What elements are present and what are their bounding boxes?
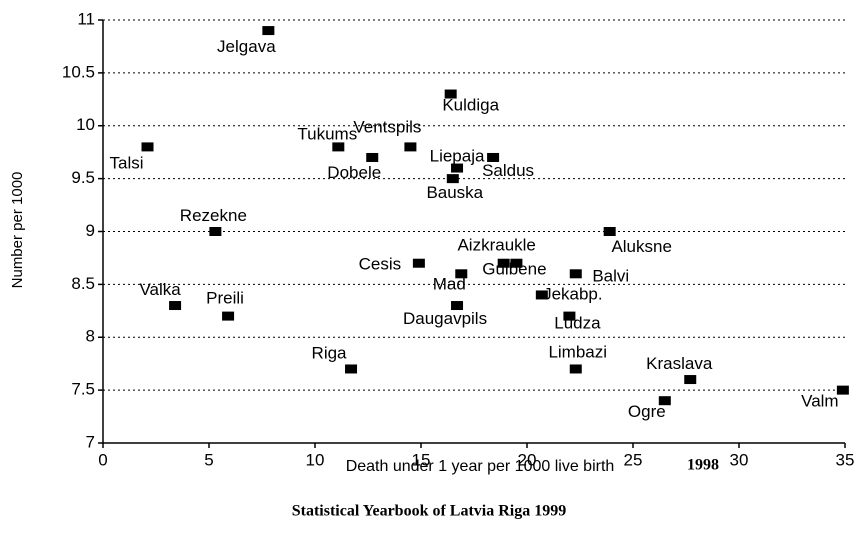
- year: 1998: [687, 457, 719, 474]
- point: [222, 311, 235, 321]
- x-tick-label: 10: [306, 450, 325, 469]
- point-label: Valm: [801, 392, 838, 411]
- x-tick-label: 25: [624, 450, 643, 469]
- point-label: Jekabp.: [543, 284, 603, 303]
- point: [404, 142, 417, 152]
- y-tick-label: 11: [77, 9, 95, 28]
- point: [262, 26, 275, 36]
- point: [451, 301, 464, 311]
- point: [451, 163, 464, 173]
- point: [836, 385, 849, 395]
- x-tick-label: 20: [518, 450, 537, 469]
- point: [658, 396, 671, 406]
- point: [510, 258, 523, 268]
- point-label: Aizkraukle: [457, 236, 535, 255]
- point-label: Tukums: [297, 124, 357, 143]
- point-label: Aluksne: [611, 237, 671, 256]
- y-tick-label: 10.5: [62, 62, 95, 81]
- point: [169, 301, 182, 311]
- point-label: Bauska: [426, 183, 483, 202]
- point: [563, 311, 576, 321]
- point-label: Jelgava: [217, 37, 276, 56]
- point: [332, 142, 345, 152]
- point: [487, 152, 500, 162]
- x-tick-label: 5: [204, 450, 213, 469]
- point-label: Gulbene: [482, 260, 546, 279]
- point: [535, 290, 548, 300]
- point: [412, 258, 425, 268]
- point: [684, 375, 697, 385]
- y-tick-label: 9.5: [71, 168, 95, 187]
- point: [444, 89, 457, 99]
- point-label: Valka: [139, 280, 181, 299]
- point-label: Balvi: [592, 266, 629, 285]
- point-label: Kuldiga: [442, 96, 499, 115]
- point: [497, 258, 510, 268]
- point-label: Mad: [433, 274, 466, 293]
- y-tick-label: 8.5: [71, 274, 95, 293]
- point-label: Limbazi: [548, 342, 607, 361]
- point-label: Ludza: [554, 314, 601, 333]
- point-label: Liepaja: [430, 147, 485, 166]
- x-axis-label: Death under 1 year per 1000 live birth: [346, 458, 615, 475]
- point: [141, 142, 154, 152]
- x-tick-label: 0: [98, 450, 107, 469]
- point-label: Cesis: [359, 255, 402, 274]
- point: [209, 227, 222, 236]
- point: [366, 152, 379, 162]
- x-tick-label: 35: [836, 450, 855, 469]
- source: Statistical Yearbook of Latvia Riga 1999: [292, 503, 567, 520]
- point: [455, 269, 468, 279]
- point-label: Ventspils: [353, 117, 421, 136]
- point-label: Ogre: [628, 402, 666, 421]
- point-label: Riga: [312, 343, 348, 362]
- y-tick-label: 8: [86, 327, 95, 346]
- point-label: Kraslava: [646, 354, 713, 373]
- point: [569, 269, 582, 279]
- point: [603, 227, 616, 236]
- y-tick-label: 7.5: [71, 380, 95, 399]
- y-tick-label: 7: [86, 432, 95, 451]
- point: [569, 364, 582, 374]
- x-tick-label: 15: [412, 450, 431, 469]
- x-tick-label: 30: [730, 450, 749, 469]
- y-tick-label: 10: [76, 115, 95, 134]
- y-axis-label: Number per 1000: [9, 172, 26, 289]
- point-label: Daugavpils: [403, 309, 487, 328]
- point-label: Rezekne: [180, 206, 247, 225]
- point-label: Saldus: [482, 161, 534, 180]
- point-label: Dobele: [327, 163, 381, 182]
- point-label: Preili: [206, 289, 244, 308]
- point: [446, 174, 459, 184]
- y-tick-label: 9: [86, 221, 95, 240]
- point: [345, 364, 358, 374]
- point-label: Talsi: [110, 153, 144, 172]
